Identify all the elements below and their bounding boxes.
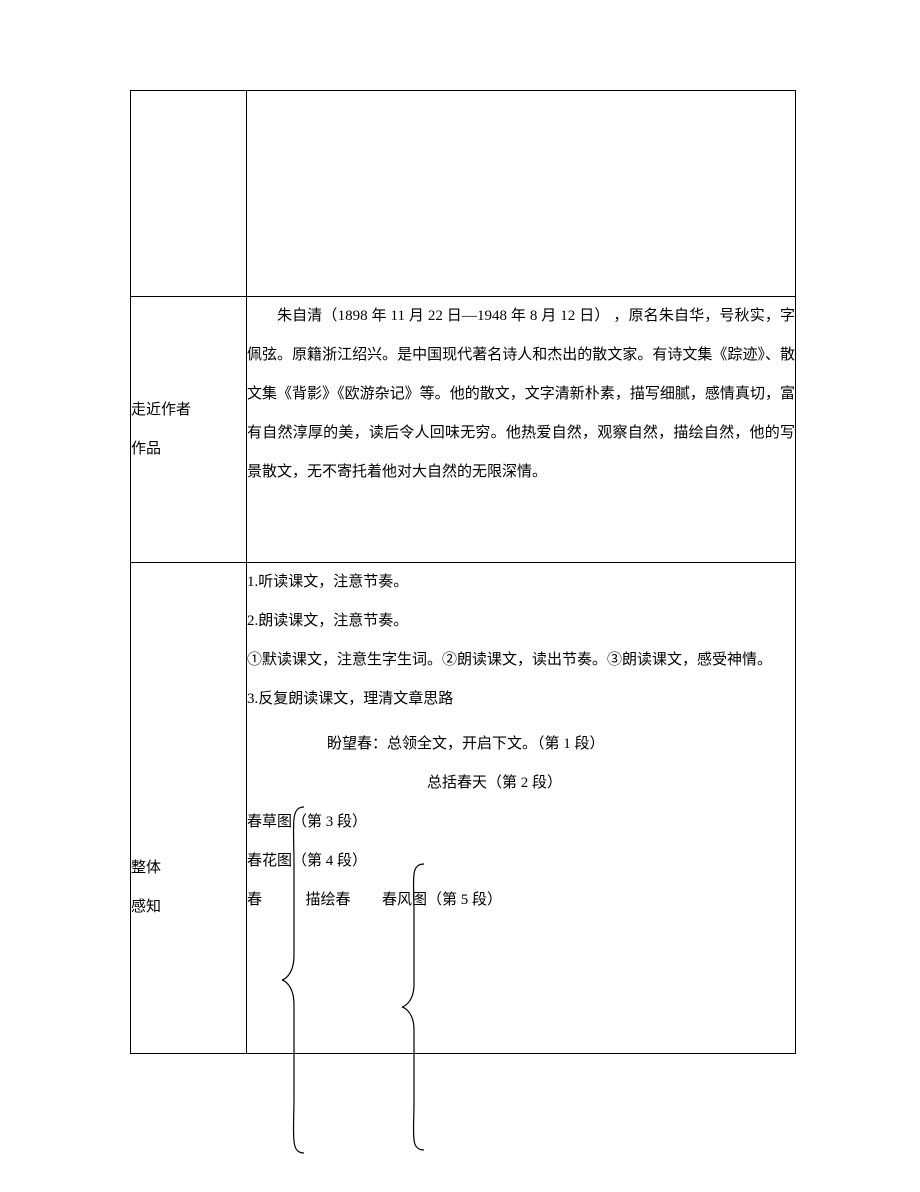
page: 走近作者 作品 朱自清（1898 年 11 月 22 日—1948 年 8 月 … (0, 0, 920, 1192)
cell-content-3: 1.听读课文，注意节奏。 2.朗读课文，注意节奏。 ①默读课文，注意生字生词。②… (247, 563, 796, 1054)
table-row: 整体 感知 1.听读课文，注意节奏。 2.朗读课文，注意节奏。 ①默读课文，注意… (131, 563, 796, 1054)
cell-label-1 (131, 91, 247, 297)
outline-zongkuo: 总括春天（第 2 段） (247, 764, 795, 803)
outline: 盼望春：总领全文，开启下文。（第 1 段） 总括春天（第 2 段） 春草图（第 … (247, 725, 795, 920)
cell-label-3: 整体 感知 (131, 563, 247, 1054)
outline-chun: 春 (247, 892, 262, 908)
document-table: 走近作者 作品 朱自清（1898 年 11 月 22 日—1948 年 8 月 … (130, 90, 796, 1054)
label-line: 感知 (131, 888, 246, 927)
cell-label-2: 走近作者 作品 (131, 297, 247, 563)
cell-content-1 (247, 91, 796, 297)
author-paragraph: 朱自清（1898 年 11 月 22 日—1948 年 8 月 12 日） ，原… (247, 297, 795, 492)
cell-content-2: 朱自清（1898 年 11 月 22 日—1948 年 8 月 12 日） ，原… (247, 297, 796, 563)
outline-miaohui: 描绘春 (306, 892, 351, 908)
outline-hua: 春花图（第 4 段） (247, 842, 795, 881)
item-2: 2.朗读课文，注意节奏。 (247, 602, 795, 641)
item-2-sub: ①默读课文，注意生字生词。②朗读课文，读出节奏。③朗读课文，感受神情。 (247, 641, 795, 680)
outline-cao: 春草图（第 3 段） (247, 803, 795, 842)
item-3: 3.反复朗读课文，理清文章思路 (247, 680, 795, 719)
table-row (131, 91, 796, 297)
spacer (131, 689, 246, 849)
outline-last-row: 春 描绘春 春风图（第 5 段） (247, 881, 795, 920)
item-1: 1.听读课文，注意节奏。 (247, 563, 795, 602)
table-row: 走近作者 作品 朱自清（1898 年 11 月 22 日—1948 年 8 月 … (131, 297, 796, 563)
label-line: 作品 (131, 430, 246, 469)
label-line: 走近作者 (131, 391, 246, 430)
outline-feng: 春风图（第 5 段） (382, 892, 502, 908)
label-line: 整体 (131, 849, 246, 888)
outline-pan: 盼望春：总领全文，开启下文。（第 1 段） (247, 725, 795, 764)
